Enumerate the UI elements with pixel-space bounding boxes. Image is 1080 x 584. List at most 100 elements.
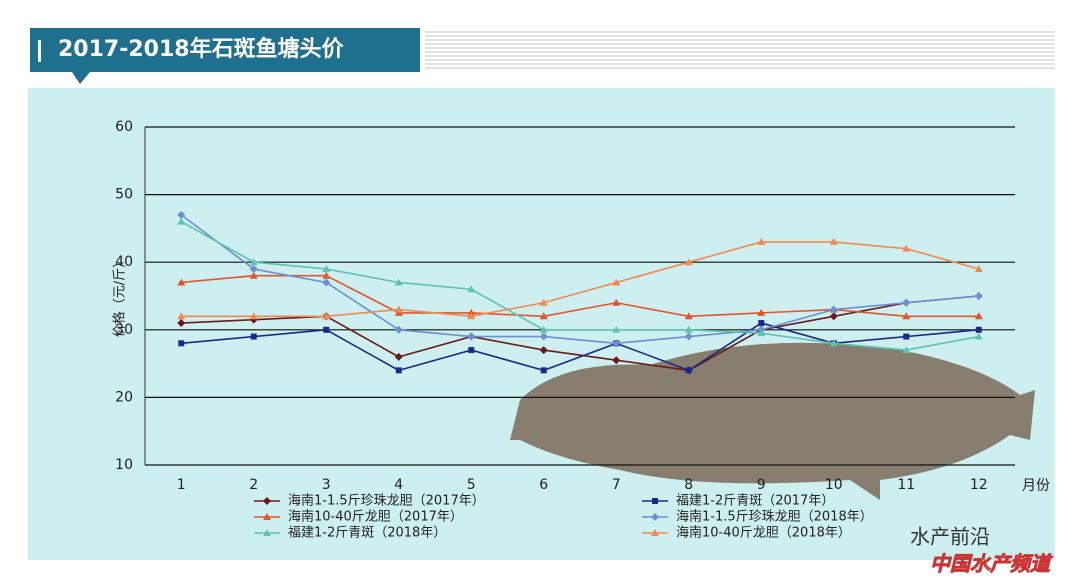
marker	[975, 326, 982, 333]
x-tick-label: 10	[825, 477, 843, 493]
x-tick-label: 8	[684, 477, 693, 493]
marker	[468, 347, 475, 354]
marker	[322, 264, 331, 272]
marker	[902, 312, 911, 320]
marker	[974, 264, 983, 272]
series-line	[181, 274, 979, 318]
x-tick-label: 4	[394, 477, 403, 493]
x-tick-label: 1	[177, 477, 186, 493]
series-line	[181, 322, 979, 372]
marker	[467, 312, 476, 320]
legend-marker	[263, 529, 271, 536]
marker	[540, 367, 547, 374]
marker	[249, 312, 258, 320]
marker	[250, 333, 257, 340]
marker	[322, 278, 331, 287]
legend-label: 海南1-1.5斤珍珠龙胆（2017年）	[288, 493, 485, 509]
marker	[539, 325, 548, 333]
legend-marker	[651, 513, 659, 521]
marker	[539, 346, 548, 355]
marker	[249, 271, 258, 279]
marker	[467, 332, 476, 341]
marker	[829, 339, 838, 347]
series-line	[181, 241, 979, 318]
marker	[902, 244, 911, 252]
legend-label: 海南1-1.5斤珍珠龙胆（2018年）	[676, 509, 873, 525]
series-line	[180, 214, 979, 345]
legend-marker	[652, 498, 658, 504]
x-tick-label: 11	[897, 477, 915, 493]
chart-title: 2017-2018年石斑鱼塘头价	[58, 36, 345, 62]
marker	[684, 332, 693, 341]
marker	[322, 271, 331, 279]
marker	[757, 329, 766, 337]
x-tick-label: 12	[970, 477, 988, 493]
y-axis-label: 价格（元/斤）	[112, 255, 128, 337]
watermark-channel: 中国水产频道	[930, 552, 1053, 576]
y-tick-label: 60	[115, 119, 133, 135]
y-tick-label: 20	[115, 389, 133, 405]
marker	[178, 340, 185, 347]
marker	[177, 278, 186, 286]
marker	[829, 237, 838, 245]
legend-label: 福建1-2斤青斑（2017年）	[676, 494, 834, 509]
marker	[395, 367, 402, 374]
marker	[394, 278, 403, 286]
marker	[177, 210, 186, 219]
marker	[323, 326, 330, 333]
marker	[902, 346, 911, 354]
y-tick-label: 40	[115, 254, 133, 270]
marker	[757, 308, 766, 316]
marker	[177, 319, 186, 328]
marker	[539, 312, 548, 320]
fish-photo	[510, 342, 1035, 500]
legend-label: 海南10-40斤龙胆（2017年）	[288, 509, 463, 525]
series-line	[180, 220, 979, 351]
marker	[684, 312, 693, 320]
marker	[757, 237, 766, 245]
marker	[903, 333, 910, 340]
panel	[28, 88, 1055, 560]
marker	[612, 325, 621, 333]
y-tick-label: 10	[115, 457, 133, 473]
marker	[394, 325, 403, 334]
marker	[177, 217, 186, 225]
y-tick-label: 50	[115, 187, 133, 203]
banner-accent	[38, 40, 41, 62]
marker	[685, 367, 692, 374]
x-tick-label: 9	[757, 477, 766, 493]
legend-marker	[651, 529, 659, 536]
legend-marker	[263, 513, 271, 520]
marker	[394, 305, 403, 313]
x-tick-label: 7	[612, 477, 621, 493]
marker	[758, 320, 765, 327]
marker	[612, 339, 621, 348]
y-tick-label: 30	[115, 322, 133, 338]
marker	[612, 298, 621, 306]
marker	[612, 356, 621, 365]
marker	[974, 292, 983, 300]
legend-label: 海南10-40斤龙胆（2018年）	[676, 525, 851, 541]
legend-marker	[263, 497, 271, 505]
x-tick-label: 2	[249, 477, 258, 493]
marker	[829, 305, 838, 314]
marker	[322, 312, 331, 320]
marker	[539, 298, 548, 306]
marker	[394, 352, 403, 361]
marker	[177, 312, 186, 320]
x-tick-label: 3	[322, 477, 331, 493]
marker	[612, 278, 621, 286]
marker	[974, 332, 983, 340]
marker	[539, 332, 548, 341]
marker	[467, 285, 476, 293]
marker	[902, 298, 911, 307]
x-tick-label: 6	[539, 477, 548, 493]
marker	[249, 258, 258, 266]
x-tick-label: 5	[467, 477, 476, 493]
legend-label: 福建1-2斤青斑（2018年）	[288, 526, 446, 541]
marker	[684, 258, 693, 266]
title-banner	[30, 28, 420, 84]
marker	[684, 325, 693, 333]
watermark-brand: 水产前沿	[910, 525, 990, 549]
